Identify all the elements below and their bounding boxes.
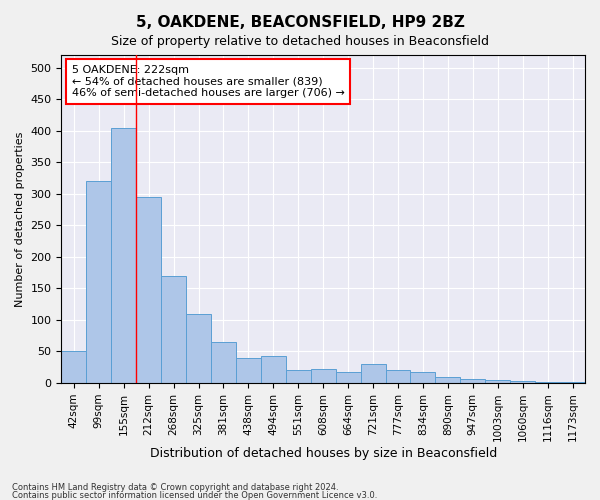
Text: Size of property relative to detached houses in Beaconsfield: Size of property relative to detached ho…	[111, 35, 489, 48]
X-axis label: Distribution of detached houses by size in Beaconsfield: Distribution of detached houses by size …	[149, 447, 497, 460]
Bar	[335, 372, 361, 383]
Bar	[361, 364, 386, 383]
Bar	[236, 358, 261, 383]
Bar	[111, 128, 136, 383]
Bar	[410, 372, 436, 383]
Bar	[286, 370, 311, 383]
Bar	[386, 370, 410, 383]
Bar	[61, 352, 86, 383]
Bar	[485, 380, 510, 383]
Bar	[211, 342, 236, 383]
Bar	[261, 356, 286, 383]
Bar	[136, 197, 161, 383]
Bar	[560, 382, 585, 383]
Bar	[436, 376, 460, 383]
Bar	[86, 181, 111, 383]
Bar	[510, 381, 535, 383]
Text: Contains HM Land Registry data © Crown copyright and database right 2024.: Contains HM Land Registry data © Crown c…	[12, 483, 338, 492]
Bar	[460, 378, 485, 383]
Bar	[186, 314, 211, 383]
Bar	[161, 276, 186, 383]
Text: 5 OAKDENE: 222sqm
← 54% of detached houses are smaller (839)
46% of semi-detache: 5 OAKDENE: 222sqm ← 54% of detached hous…	[72, 65, 345, 98]
Y-axis label: Number of detached properties: Number of detached properties	[15, 132, 25, 306]
Text: 5, OAKDENE, BEACONSFIELD, HP9 2BZ: 5, OAKDENE, BEACONSFIELD, HP9 2BZ	[136, 15, 464, 30]
Bar	[311, 369, 335, 383]
Bar	[535, 382, 560, 383]
Text: Contains public sector information licensed under the Open Government Licence v3: Contains public sector information licen…	[12, 490, 377, 500]
